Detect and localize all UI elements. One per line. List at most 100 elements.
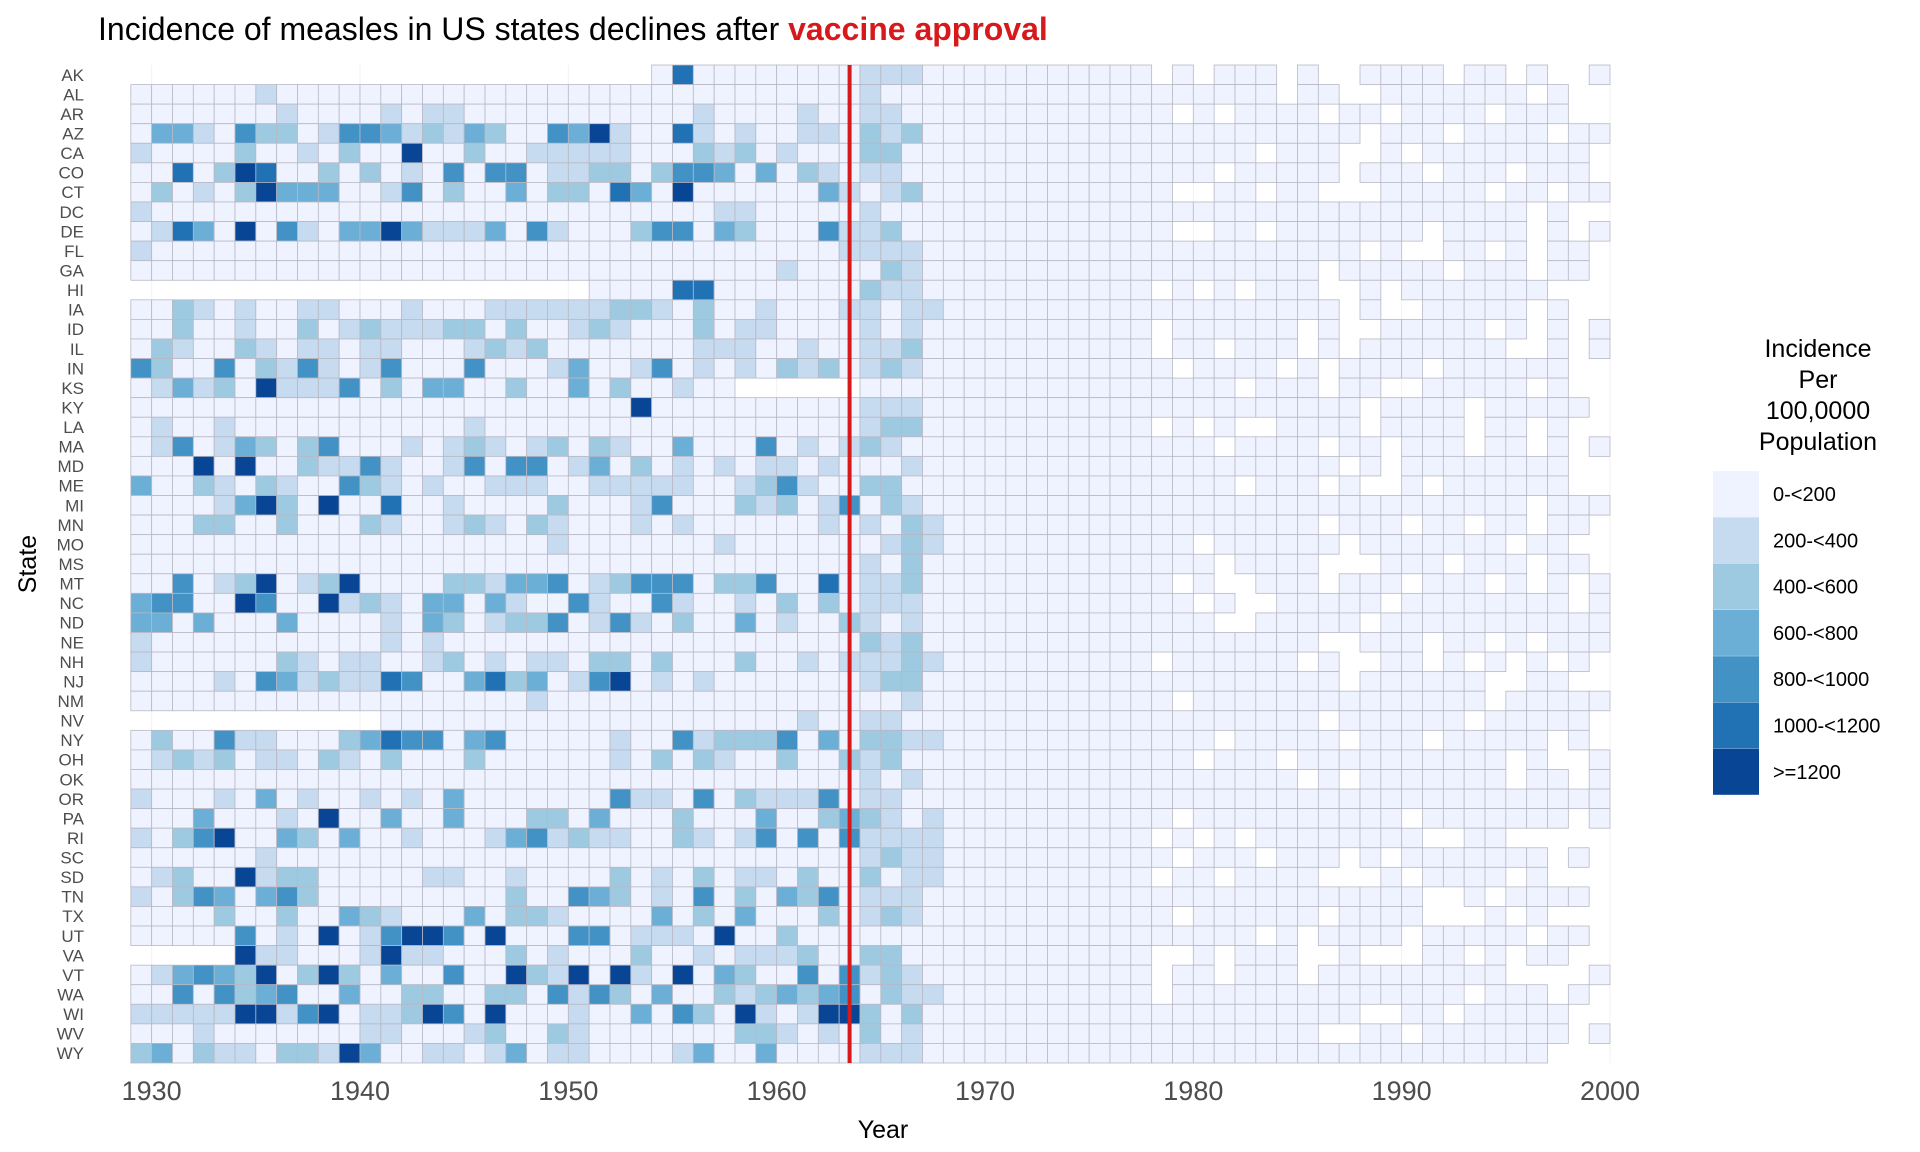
cell-RI-1932 [192, 827, 215, 849]
cell-ND-1999 [1588, 612, 1611, 633]
cell-FL-1997 [1547, 240, 1569, 262]
cell-DE-1990 [1401, 221, 1423, 242]
cell-NY-1966 [901, 729, 923, 751]
cell-KS-1950 [567, 377, 590, 399]
cell-WA-1966 [901, 984, 923, 1005]
cell-MO-1941 [380, 534, 403, 555]
cell-WA-1936 [276, 984, 298, 1005]
cell-AR-1947 [505, 103, 528, 125]
cell-WI-1934 [234, 1003, 257, 1025]
cell-IL-1943 [422, 338, 444, 359]
cell-ND-1939 [338, 612, 361, 633]
cell-SC-1938 [317, 847, 340, 868]
cell-MN-1979 [1172, 514, 1194, 536]
cell-KS-1977 [1130, 377, 1153, 399]
year-axis-labels: 1930 1940 1950 1960 1970 1980 1990 2000 [122, 1076, 1640, 1106]
cell-KY-1981 [1213, 397, 1236, 418]
cell-DC-1992 [1442, 201, 1465, 222]
cell-IN-1997 [1547, 358, 1569, 379]
cell-ND-1962 [817, 612, 840, 633]
cell-KS-1940 [359, 377, 382, 399]
cell-MO-1986 [1317, 534, 1340, 555]
legend-title-line-3: Population [1759, 428, 1877, 456]
cell-ND-1948 [526, 612, 548, 633]
cell-AR-1960 [776, 103, 798, 125]
cell-MN-1938 [317, 514, 340, 536]
cell-NH-1931 [172, 651, 194, 673]
cell-NY-1996 [1526, 729, 1548, 751]
cell-ND-1985 [1297, 612, 1319, 633]
cell-WI-1943 [422, 1003, 444, 1025]
cell-KY-1943 [422, 397, 444, 418]
cell-SC-1929 [130, 847, 153, 868]
cell-MN-1991 [1422, 514, 1444, 536]
cell-NE-1943 [422, 632, 444, 653]
cell-MS-1943 [422, 553, 444, 575]
cell-WY-1988 [1359, 1043, 1382, 1064]
cell-CA-1943 [422, 142, 444, 164]
cell-NV-1967 [922, 710, 944, 731]
cell-IA-1964 [859, 299, 882, 320]
cell-SC-1994 [1484, 847, 1507, 868]
cell-MT-1952 [609, 573, 632, 594]
cell-NE-1960 [776, 632, 798, 653]
cell-OR-1946 [484, 788, 507, 810]
cell-NE-1983 [1255, 632, 1278, 653]
cell-VA-1953 [630, 945, 653, 966]
cell-DE-1932 [192, 221, 215, 242]
cell-TN-1957 [713, 886, 736, 907]
cell-WY-1975 [1088, 1043, 1111, 1064]
cell-NE-1990 [1401, 632, 1423, 653]
cell-IL-1953 [630, 338, 653, 359]
cell-VA-1937 [297, 945, 319, 966]
cell-MT-1931 [172, 573, 194, 594]
cell-WV-1984 [1276, 1023, 1298, 1044]
cell-RI-1983 [1255, 827, 1278, 849]
cell-TX-1985 [1297, 906, 1319, 927]
cell-NY-1935 [255, 729, 278, 751]
cell-NJ-1930 [151, 671, 173, 692]
cell-WA-1938 [317, 984, 340, 1005]
cell-RI-1973 [1047, 827, 1069, 849]
cell-RI-1956 [692, 827, 715, 849]
cell-ID-1946 [484, 318, 507, 340]
cell-FL-1998 [1567, 240, 1590, 262]
cell-VA-1991 [1422, 945, 1444, 966]
cell-GA-1953 [630, 260, 653, 281]
cell-TX-1966 [901, 906, 923, 927]
cell-WY-1983 [1255, 1043, 1278, 1064]
cell-OR-1961 [797, 788, 819, 810]
cell-CA-1934 [234, 142, 257, 164]
cell-AZ-1957 [713, 123, 736, 144]
cell-UT-1961 [797, 925, 819, 946]
cell-FL-1974 [1067, 240, 1090, 262]
cell-KS-1984 [1276, 377, 1298, 399]
cell-IL-1945 [463, 338, 486, 359]
cell-AL-1962 [817, 84, 840, 105]
cell-WY-1943 [422, 1043, 444, 1064]
cell-SC-1993 [1463, 847, 1486, 868]
cell-AR-1974 [1067, 103, 1090, 125]
cell-RI-1953 [630, 827, 653, 849]
cell-NY-1972 [1026, 729, 1048, 751]
cell-DE-1977 [1130, 221, 1153, 242]
cell-MT-1936 [276, 573, 298, 594]
cell-DC-1968 [942, 201, 965, 222]
cell-MI-1971 [1005, 495, 1028, 516]
cell-GA-1960 [776, 260, 798, 281]
cell-AL-1946 [484, 84, 507, 105]
cell-NH-1974 [1067, 651, 1090, 673]
cell-CT-1971 [1005, 182, 1028, 203]
cell-SC-1932 [192, 847, 215, 868]
cell-WY-1967 [922, 1043, 944, 1064]
cell-AL-1995 [1505, 84, 1528, 105]
cell-KY-1971 [1005, 397, 1028, 418]
cell-IA-1997 [1547, 299, 1569, 320]
cell-GA-1975 [1088, 260, 1111, 281]
cell-IN-1943 [422, 358, 444, 379]
cell-PA-1972 [1026, 808, 1048, 829]
cell-FL-1965 [880, 240, 903, 262]
cell-CT-1995 [1505, 182, 1528, 203]
cell-MO-1988 [1359, 534, 1382, 555]
cell-PA-1934 [234, 808, 257, 829]
